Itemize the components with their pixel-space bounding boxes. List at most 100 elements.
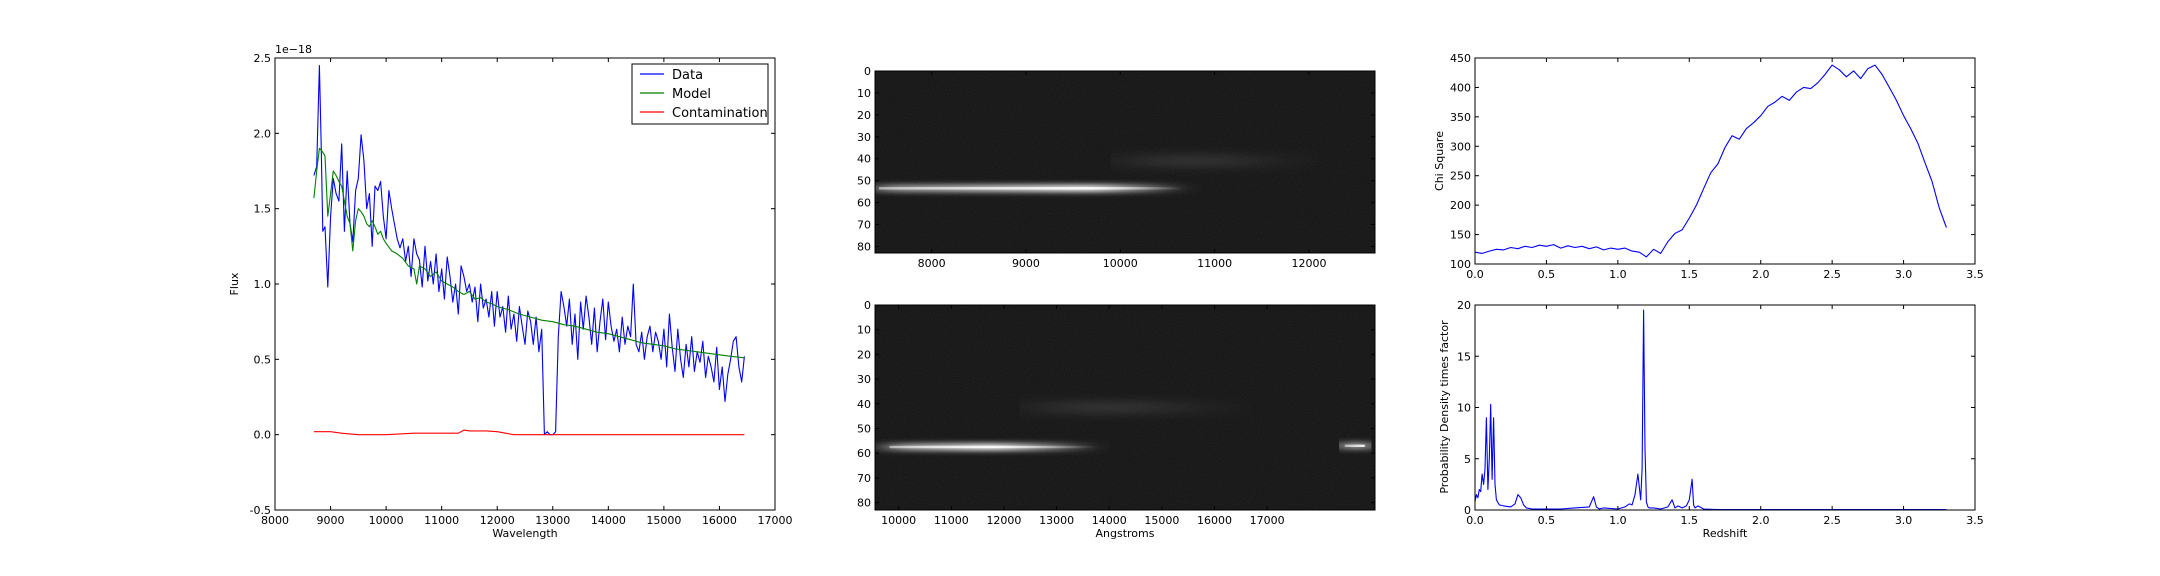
spectrum-xtick-label: 12000 <box>480 514 515 527</box>
pdf-xtick-label: 3.0 <box>1895 514 1913 527</box>
image-bottom-frame <box>874 304 1376 511</box>
pdf-xtick-label: 1.0 <box>1609 514 1627 527</box>
image-bottom-ytick-label: 50 <box>857 422 871 435</box>
image-top-ytick-label: 60 <box>857 197 871 210</box>
image-bottom-ytick-label: 30 <box>857 373 871 386</box>
chi-square-line <box>1474 64 1947 258</box>
chi-square-x-ticks: 0.0 0.5 1.0 1.5 2.0 2.5 3.0 3.5 <box>1466 58 1984 281</box>
chi-square-ytick-label: 200 <box>1450 199 1471 212</box>
pdf-xtick-label: 3.5 <box>1966 514 1984 527</box>
spectrum-offset-text: 1e−18 <box>275 43 312 56</box>
image-top-xtick-label: 8000 <box>918 257 946 270</box>
spectrum-xtick-label: 10000 <box>369 514 404 527</box>
image-top-x-ticks: 8000 9000 10000 11000 12000 <box>918 71 1326 270</box>
image-top-ytick-label: 70 <box>857 218 871 231</box>
chi-square-y-label: Chi Square <box>1433 131 1446 191</box>
image-bottom-ytick-label: 40 <box>857 398 871 411</box>
data-line <box>313 64 745 436</box>
image-bottom-trace-core <box>1344 444 1366 447</box>
chi-square-ytick-label: 350 <box>1450 111 1471 124</box>
spectrum-ytick-label: 2.0 <box>254 127 272 140</box>
image-bottom-ytick-label: 10 <box>857 324 871 337</box>
pdf-x-label: Redshift <box>1703 527 1748 540</box>
chi-square-ytick-label: 450 <box>1450 52 1471 65</box>
chi-square-ytick-label: 400 <box>1450 81 1471 94</box>
chi-square-panel: 0.0 0.5 1.0 1.5 2.0 2.5 3.0 3.5 100 150 200 250 300… <box>1433 52 1984 281</box>
image-bottom-ytick-label: 0 <box>864 299 871 312</box>
image-bottom-ytick-label: 80 <box>857 497 871 510</box>
chi-square-xtick-label: 0.0 <box>1466 268 1484 281</box>
spectrum-legend: Data Model Contamination <box>631 63 769 125</box>
image-bottom-traces <box>885 402 1370 451</box>
pdf-xtick-label: 2.5 <box>1823 514 1841 527</box>
chi-square-xtick-label: 3.0 <box>1895 268 1913 281</box>
pdf-axes-frame <box>1474 304 1976 511</box>
spectrum-xtick-label: 15000 <box>646 514 681 527</box>
pdf-xtick-label: 1.5 <box>1681 514 1699 527</box>
spectrum-panel: 8000 9000 10000 11000 12000 13000 14000 15000 16… <box>228 43 793 540</box>
image-top-ytick-label: 0 <box>864 65 871 78</box>
image-top-y-ticks: 0 10 20 30 40 50 60 70 80 <box>857 65 1375 253</box>
image-bottom-ytick-label: 20 <box>857 348 871 361</box>
pdf-y-ticks: 0 5 10 15 20 <box>1457 299 1975 517</box>
image-bottom-xtick-label: 15000 <box>1144 514 1179 527</box>
spectrum-ytick-label: 1.5 <box>254 203 272 216</box>
image-bottom-xtick-label: 16000 <box>1197 514 1232 527</box>
image-bottom-y-ticks: 0 10 20 30 40 50 60 70 80 <box>857 299 1375 510</box>
image-top-traces <box>875 155 1309 192</box>
spectrum-xtick-label: 16000 <box>702 514 737 527</box>
image-bottom-xtick-label: 13000 <box>1039 514 1074 527</box>
image-top-frame <box>874 70 1376 254</box>
spectrum-y-ticks: -0.5 0.0 0.5 1.0 1.5 2.0 2.5 <box>250 52 775 517</box>
image-top-trace-core <box>879 187 1183 190</box>
chi-square-ytick-label: 300 <box>1450 140 1471 153</box>
probability-density-series <box>1474 309 1947 511</box>
image-bottom-ytick-label: 70 <box>857 472 871 485</box>
pdf-xtick-label: 0.5 <box>1538 514 1556 527</box>
chi-square-series <box>1474 64 1947 258</box>
pdf-ytick-label: 20 <box>1457 299 1471 312</box>
spectrum-xtick-label: 14000 <box>591 514 626 527</box>
contamination-line <box>313 429 745 436</box>
image-bottom-xtick-label: 14000 <box>1092 514 1127 527</box>
spectrum-x-label: Wavelength <box>492 527 557 540</box>
image-bottom-xtick-label: 17000 <box>1250 514 1285 527</box>
spectrum-xtick-label: 8000 <box>261 514 289 527</box>
image-top-ytick-label: 50 <box>857 175 871 188</box>
pdf-ytick-label: 5 <box>1464 453 1471 466</box>
chi-square-xtick-label: 3.5 <box>1966 268 1984 281</box>
spectrum-image-top-panel: 8000 9000 10000 11000 12000 0 10 20 30 40 50 60 70 8… <box>857 65 1376 270</box>
image-top-ytick-label: 20 <box>857 109 871 122</box>
image-x-label: Angstroms <box>1096 527 1155 540</box>
legend-label-model: Model <box>672 87 711 102</box>
spectrum-axes-frame <box>274 57 776 511</box>
legend-label-contamination: Contamination <box>672 106 768 121</box>
pdf-ytick-label: 15 <box>1457 350 1471 363</box>
chi-square-ytick-label: 250 <box>1450 170 1471 183</box>
chi-square-ytick-label: 150 <box>1450 229 1471 242</box>
image-bottom-trace <box>1030 402 1241 413</box>
spectrum-xtick-label: 13000 <box>535 514 570 527</box>
spectrum-y-label: Flux <box>228 272 241 295</box>
spectrum-xtick-label: 11000 <box>424 514 459 527</box>
image-top-trace <box>1120 155 1309 166</box>
spectrum-ytick-label: -0.5 <box>250 504 271 517</box>
pdf-x-ticks: 0.0 0.5 1.0 1.5 2.0 2.5 3.0 3.5 <box>1466 305 1984 527</box>
pdf-ytick-label: 0 <box>1464 504 1471 517</box>
image-bottom-trace-core <box>889 445 1095 449</box>
pdf-y-label: Probability Density times factor <box>1438 320 1451 494</box>
image-bottom-ytick-label: 60 <box>857 447 871 460</box>
probability-density-line <box>1474 309 1947 511</box>
image-bottom-xtick-label: 11000 <box>934 514 969 527</box>
spectrum-ytick-label: 0.0 <box>254 429 272 442</box>
image-bottom-x-ticks: 10000 11000 12000 13000 14000 15000 16000 17000 <box>881 305 1285 527</box>
image-top-ytick-label: 30 <box>857 131 871 144</box>
chi-square-y-ticks: 100 150 200 250 300 350 400 450 <box>1450 52 1975 271</box>
spectrum-series <box>313 64 745 436</box>
spectrum-ytick-label: 0.5 <box>254 353 272 366</box>
image-top-ytick-label: 40 <box>857 153 871 166</box>
chi-square-axes-frame <box>1474 57 1976 265</box>
pdf-xtick-label: 0.0 <box>1466 514 1484 527</box>
